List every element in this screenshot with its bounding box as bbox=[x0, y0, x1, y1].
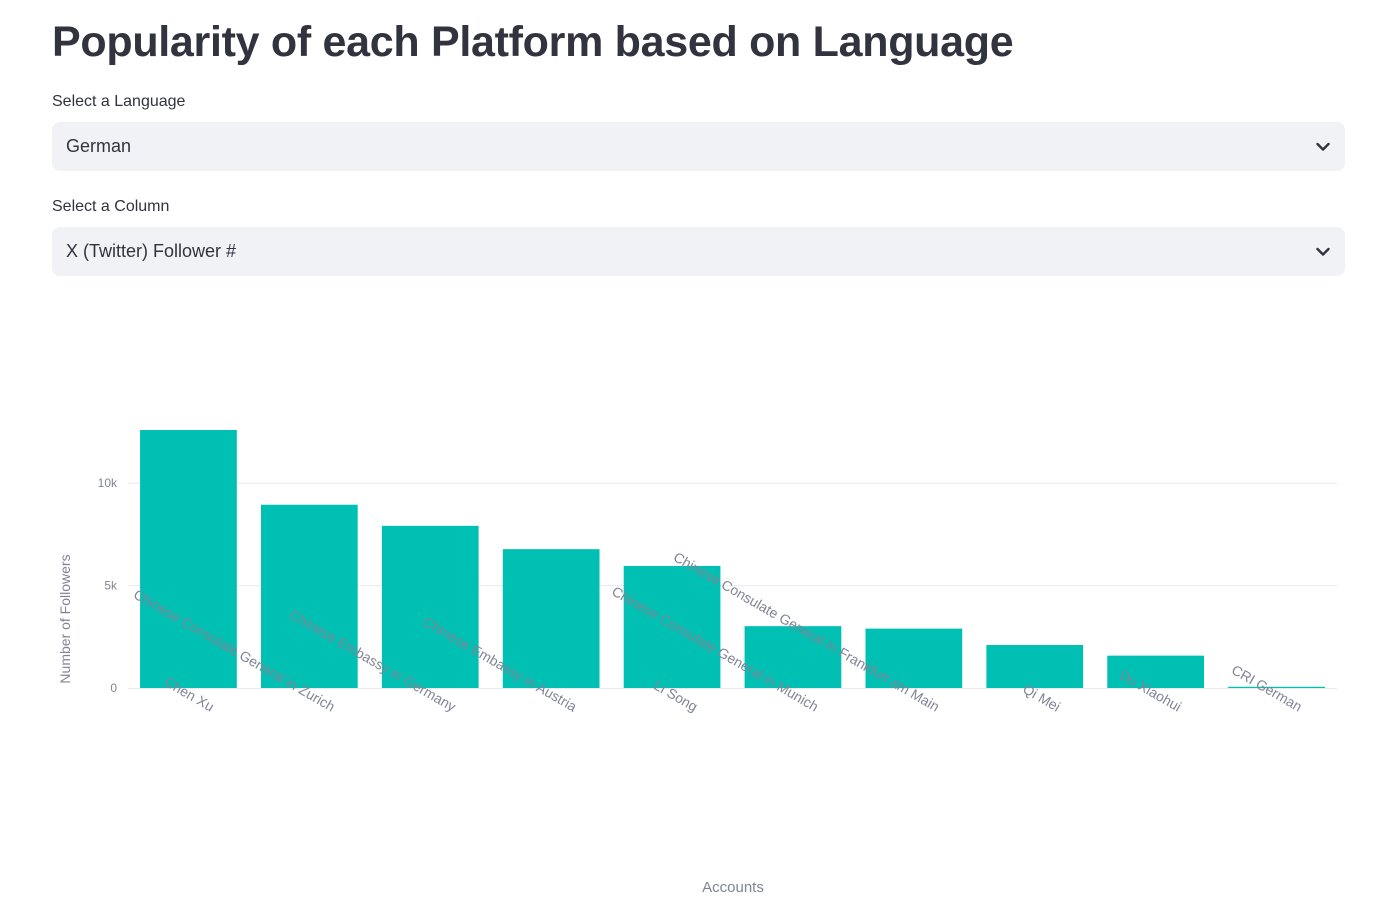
bar[interactable] bbox=[986, 645, 1084, 688]
x-axis-title: Accounts bbox=[702, 879, 764, 896]
chevron-down-icon[interactable] bbox=[1315, 139, 1331, 155]
column-select[interactable]: X (Twitter) Follower # bbox=[52, 227, 1345, 276]
language-select-label: Select a Language bbox=[52, 93, 186, 110]
page-title: Popularity of each Platform based on Lan… bbox=[52, 18, 1014, 66]
bar[interactable] bbox=[502, 549, 600, 688]
bar[interactable] bbox=[744, 626, 842, 688]
y-tick-label: 5k bbox=[104, 579, 118, 593]
language-select-value: German bbox=[66, 136, 132, 156]
y-axis-title: Number of Followers bbox=[57, 554, 73, 683]
bar[interactable] bbox=[260, 504, 358, 688]
bar[interactable] bbox=[1107, 655, 1205, 688]
bar[interactable] bbox=[623, 565, 721, 688]
bar[interactable] bbox=[381, 525, 479, 688]
column-select-label: Select a Column bbox=[52, 198, 170, 215]
bar-chart: 0 5k 10k Chen Xu Chinese Consulate General i… bbox=[0, 380, 1400, 910]
column-select-value: X (Twitter) Follower # bbox=[66, 241, 237, 261]
language-select[interactable]: German bbox=[52, 122, 1345, 171]
bar[interactable] bbox=[1228, 686, 1325, 688]
y-tick-label: 10k bbox=[98, 476, 118, 490]
bar[interactable] bbox=[140, 430, 237, 688]
bar[interactable] bbox=[865, 628, 963, 688]
chevron-down-icon[interactable] bbox=[1315, 244, 1331, 260]
y-tick-label: 0 bbox=[110, 681, 117, 695]
